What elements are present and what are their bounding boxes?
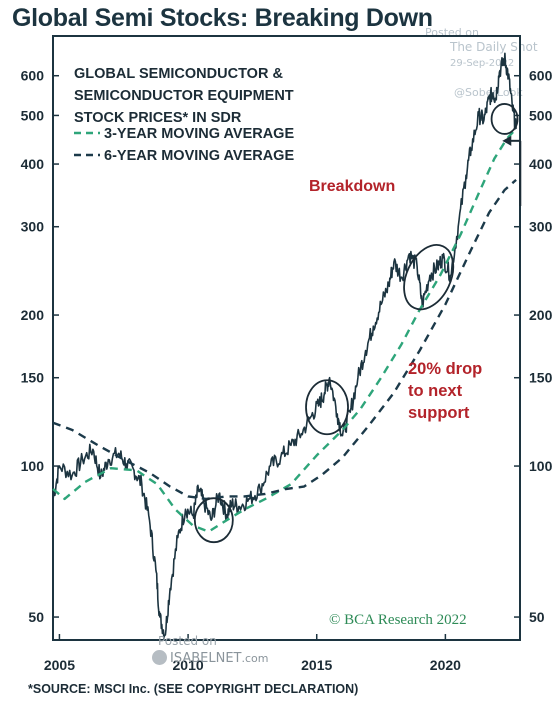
- highlight-circle: [403, 244, 455, 311]
- x-tick-label: 2020: [430, 657, 461, 673]
- watermark-posted-on-bottom: Posted on: [158, 634, 217, 648]
- highlight-circle: [193, 497, 234, 544]
- y-tick-label-right: 100: [529, 458, 553, 474]
- legend-heading-line: SEMICONDUCTOR EQUIPMENT: [74, 88, 294, 104]
- watermark-date: 29-Sep-2022: [450, 58, 515, 69]
- globe-icon: [152, 650, 167, 665]
- y-tick-label-right: 500: [529, 107, 553, 123]
- isabelnet-text: ISABELNET: [170, 651, 242, 666]
- chart-title: Global Semi Stocks: Breaking Down: [12, 4, 433, 32]
- y-tick-label-right: 300: [529, 219, 553, 235]
- y-tick-label-left: 100: [21, 458, 45, 474]
- x-tick-label: 2005: [44, 657, 75, 673]
- y-tick-label-right: 50: [529, 609, 545, 625]
- legend-label-ma3: 3-YEAR MOVING AVERAGE: [104, 126, 294, 142]
- drop-annotation-line: to next: [408, 382, 463, 400]
- legend-heading-line: STOCK PRICES* IN SDR: [74, 110, 242, 126]
- y-tick-label-right: 200: [529, 307, 553, 323]
- y-tick-label-left: 300: [21, 219, 45, 235]
- watermark-isabelnet: ISABELNET.com: [152, 650, 268, 666]
- y-axis-left: 50 100 150 200 300 400 500 600: [21, 68, 59, 625]
- y-tick-label-left: 500: [21, 107, 45, 123]
- y-tick-label-right: 400: [529, 156, 553, 172]
- legend-label-ma6: 6-YEAR MOVING AVERAGE: [104, 148, 294, 164]
- x-axis: 2005 2010 2015 2020: [44, 634, 461, 673]
- x-tick-label: 2015: [301, 657, 332, 673]
- plot-frame: [52, 35, 521, 641]
- legend: GLOBAL SEMICONDUCTOR & SEMICONDUCTOR EQUI…: [74, 66, 294, 164]
- source-footnote: *SOURCE: MSCI Inc. (SEE COPYRIGHT DECLAR…: [28, 682, 359, 696]
- drop-arrow-head: [502, 135, 512, 146]
- x-tick-label: 2010: [173, 657, 204, 673]
- highlight-circle: [490, 103, 519, 135]
- y-tick-label-left: 150: [21, 370, 45, 386]
- annotations: Breakdown 20% drop to next support © BCA Res…: [309, 135, 522, 628]
- ma3-series-line: [52, 128, 517, 533]
- series-group: [52, 52, 517, 640]
- plot-border: [52, 35, 521, 641]
- y-tick-label-right: 150: [529, 370, 553, 386]
- drop-annotation-line: support: [408, 404, 470, 422]
- legend-heading-line: GLOBAL SEMICONDUCTOR &: [74, 66, 283, 82]
- highlight-circles: [193, 103, 519, 544]
- watermark-handle: @SoberLook: [454, 86, 523, 99]
- y-tick-label-left: 600: [21, 68, 45, 84]
- y-tick-label-left: 400: [21, 156, 45, 172]
- watermark-daily-shot: The Daily Shot: [450, 40, 538, 54]
- bca-credit: © BCA Research 2022: [329, 612, 467, 628]
- breakdown-annotation: Breakdown: [309, 178, 395, 195]
- isabelnet-suffix: .com: [241, 652, 269, 665]
- y-axis-right: 50 100 150 200 300 400 500 600: [514, 68, 553, 625]
- y-tick-label-left: 50: [28, 609, 44, 625]
- y-tick-label-left: 200: [21, 307, 45, 323]
- y-tick-label-right: 600: [529, 68, 553, 84]
- ma6-series-line: [52, 178, 517, 501]
- price-series-line: [52, 52, 517, 640]
- drop-annotation-line: 20% drop: [408, 360, 482, 378]
- highlight-circle: [305, 379, 349, 436]
